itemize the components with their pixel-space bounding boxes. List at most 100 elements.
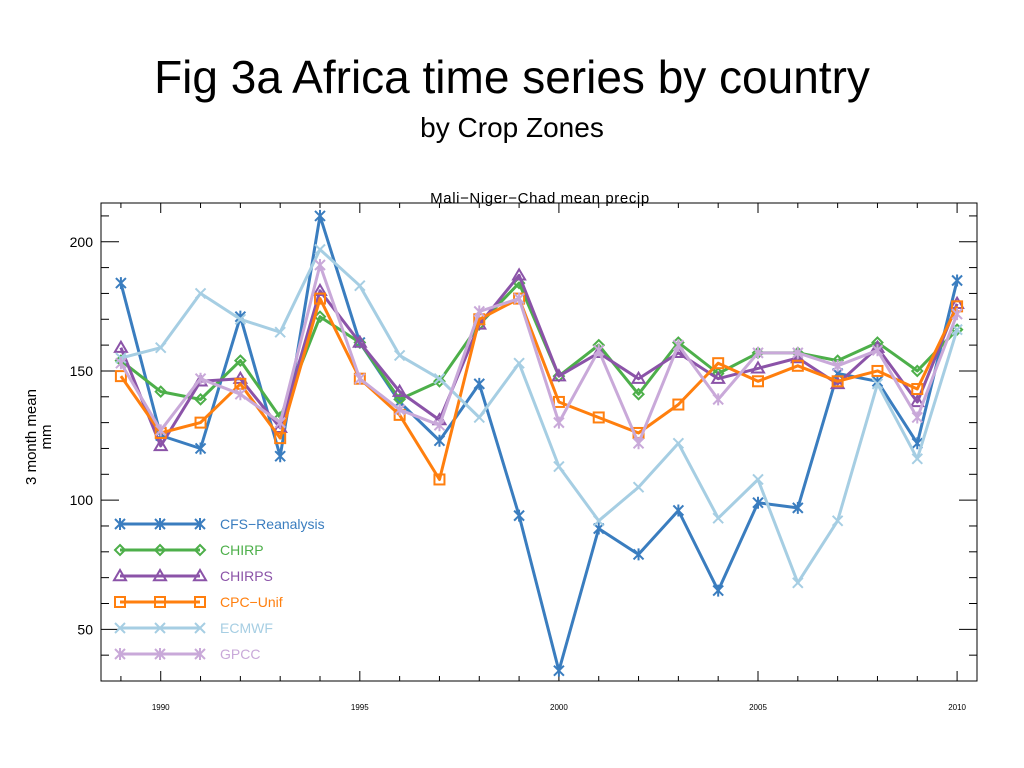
- legend-marker-ecmwf: [114, 622, 126, 634]
- data-point-gpcc: [553, 416, 565, 429]
- data-point-chirps: [750, 360, 766, 374]
- x-tick-label: 1990: [152, 703, 170, 712]
- x-tick-label: 2010: [948, 703, 966, 712]
- data-point-chirps: [909, 393, 926, 408]
- data-point-cpc-unif: [274, 432, 287, 445]
- data-point-cfs-reanalysis: [951, 274, 963, 287]
- data-point-cpc-unif: [712, 357, 725, 370]
- data-point-chirp: [632, 387, 645, 401]
- x-tick-label: 2000: [550, 703, 568, 712]
- data-point-ecmwf: [911, 453, 923, 465]
- data-point-cpc-unif: [911, 383, 924, 396]
- data-point-ecmwf: [194, 287, 207, 300]
- data-point-gpcc: [393, 403, 406, 416]
- data-point-gpcc: [672, 339, 685, 352]
- data-point-cpc-unif: [552, 395, 565, 408]
- data-point-ecmwf: [593, 515, 605, 527]
- data-point-cpc-unif: [791, 359, 804, 372]
- data-point-gpcc: [831, 359, 844, 372]
- legend-marker-chirps: [192, 568, 208, 582]
- x-tick-label: 1995: [351, 703, 369, 712]
- y-tick-label: 150: [70, 363, 94, 379]
- legend-marker-chirp: [153, 543, 167, 557]
- data-point-ecmwf: [393, 349, 406, 362]
- data-point-chirps: [829, 375, 846, 390]
- legend-marker-gpcc: [154, 648, 166, 660]
- data-point-gpcc: [115, 357, 127, 370]
- data-point-ecmwf: [433, 372, 446, 385]
- data-point-ecmwf: [871, 378, 884, 390]
- data-point-ecmwf: [513, 357, 525, 369]
- chart-title: Mali−Niger−Chad mean precip: [430, 190, 650, 207]
- data-point-gpcc: [473, 305, 485, 318]
- data-point-cpc-unif: [194, 416, 207, 429]
- data-point-chirps: [152, 437, 169, 452]
- data-point-gpcc: [234, 388, 247, 401]
- legend-marker-ecmwf: [154, 622, 166, 634]
- legend-marker-ecmwf: [194, 622, 206, 634]
- y-axis-label-line1: 3 month mean: [23, 389, 40, 485]
- y-tick-label: 200: [70, 234, 94, 250]
- data-point-cfs-reanalysis: [433, 434, 446, 447]
- y-axis-label-line2: mm: [38, 425, 55, 450]
- data-point-ecmwf: [354, 279, 366, 292]
- data-point-ecmwf: [234, 313, 247, 325]
- data-point-ecmwf: [632, 481, 645, 493]
- data-point-gpcc: [752, 346, 764, 359]
- data-point-ecmwf: [314, 243, 326, 256]
- legend-marker-cfs-reanalysis: [154, 518, 166, 530]
- data-point-chirps: [710, 370, 726, 384]
- data-point-gpcc: [314, 259, 326, 272]
- data-point-cpc-unif: [672, 398, 685, 411]
- legend-label-gpcc: GPCC: [220, 646, 260, 662]
- slide-subtitle: by Crop Zones: [420, 112, 604, 143]
- legend-marker-gpcc: [114, 648, 126, 660]
- slide-title: Fig 3a Africa time series by country: [154, 51, 870, 103]
- data-point-ecmwf: [553, 460, 565, 473]
- legend-marker-cpc-unif: [194, 596, 206, 608]
- data-point-chirps: [551, 368, 567, 382]
- legend-marker-gpcc: [194, 648, 206, 660]
- legend-marker-chirps: [152, 568, 168, 582]
- series-line-gpcc: [119, 263, 959, 445]
- data-point-cpc-unif: [433, 473, 446, 486]
- data-point-chirps: [511, 267, 527, 281]
- data-point-cfs-reanalysis: [513, 509, 525, 522]
- data-point-chirp: [910, 364, 924, 378]
- data-point-ecmwf: [752, 473, 764, 486]
- series-line-chirps: [119, 273, 959, 448]
- data-point-gpcc: [593, 344, 605, 357]
- data-point-cfs-reanalysis: [115, 277, 127, 290]
- data-point-gpcc: [871, 344, 884, 357]
- data-point-gpcc: [155, 424, 167, 437]
- legend-marker-cpc-unif: [154, 596, 166, 608]
- series-ecmwf: [115, 243, 963, 589]
- data-point-cfs-reanalysis: [314, 209, 326, 222]
- legend-label-cfs-reanalysis: CFS−Reanalysis: [220, 516, 325, 532]
- x-tick-label: 2005: [749, 703, 767, 712]
- legend-marker-cfs-reanalysis: [114, 518, 126, 530]
- legend: CFS−Reanalysis CHIRP CHIRPS CPC−Unif ECMWF GP…: [112, 516, 325, 662]
- data-point-gpcc: [632, 437, 645, 450]
- legend-marker-chirp: [113, 543, 127, 557]
- data-point-chirp: [154, 385, 168, 399]
- series-line-ecmwf: [120, 248, 959, 585]
- data-point-chirps: [391, 383, 408, 397]
- data-point-cfs-reanalysis: [194, 442, 207, 455]
- data-point-gpcc: [712, 393, 724, 406]
- data-point-cpc-unif: [314, 292, 326, 305]
- data-point-cfs-reanalysis: [632, 548, 645, 561]
- y-tick-label: 50: [77, 621, 93, 637]
- data-point-gpcc: [513, 292, 525, 305]
- data-point-cpc-unif: [752, 375, 764, 388]
- data-point-ecmwf: [473, 411, 485, 424]
- data-point-cfs-reanalysis: [672, 504, 685, 517]
- data-point-ecmwf: [712, 512, 724, 524]
- data-point-cpc-unif: [831, 375, 844, 388]
- data-point-gpcc: [274, 416, 286, 429]
- data-point-ecmwf: [831, 515, 844, 527]
- legend-marker-chirps: [112, 568, 128, 582]
- data-point-chirp: [194, 392, 207, 406]
- data-point-chirps: [630, 370, 647, 384]
